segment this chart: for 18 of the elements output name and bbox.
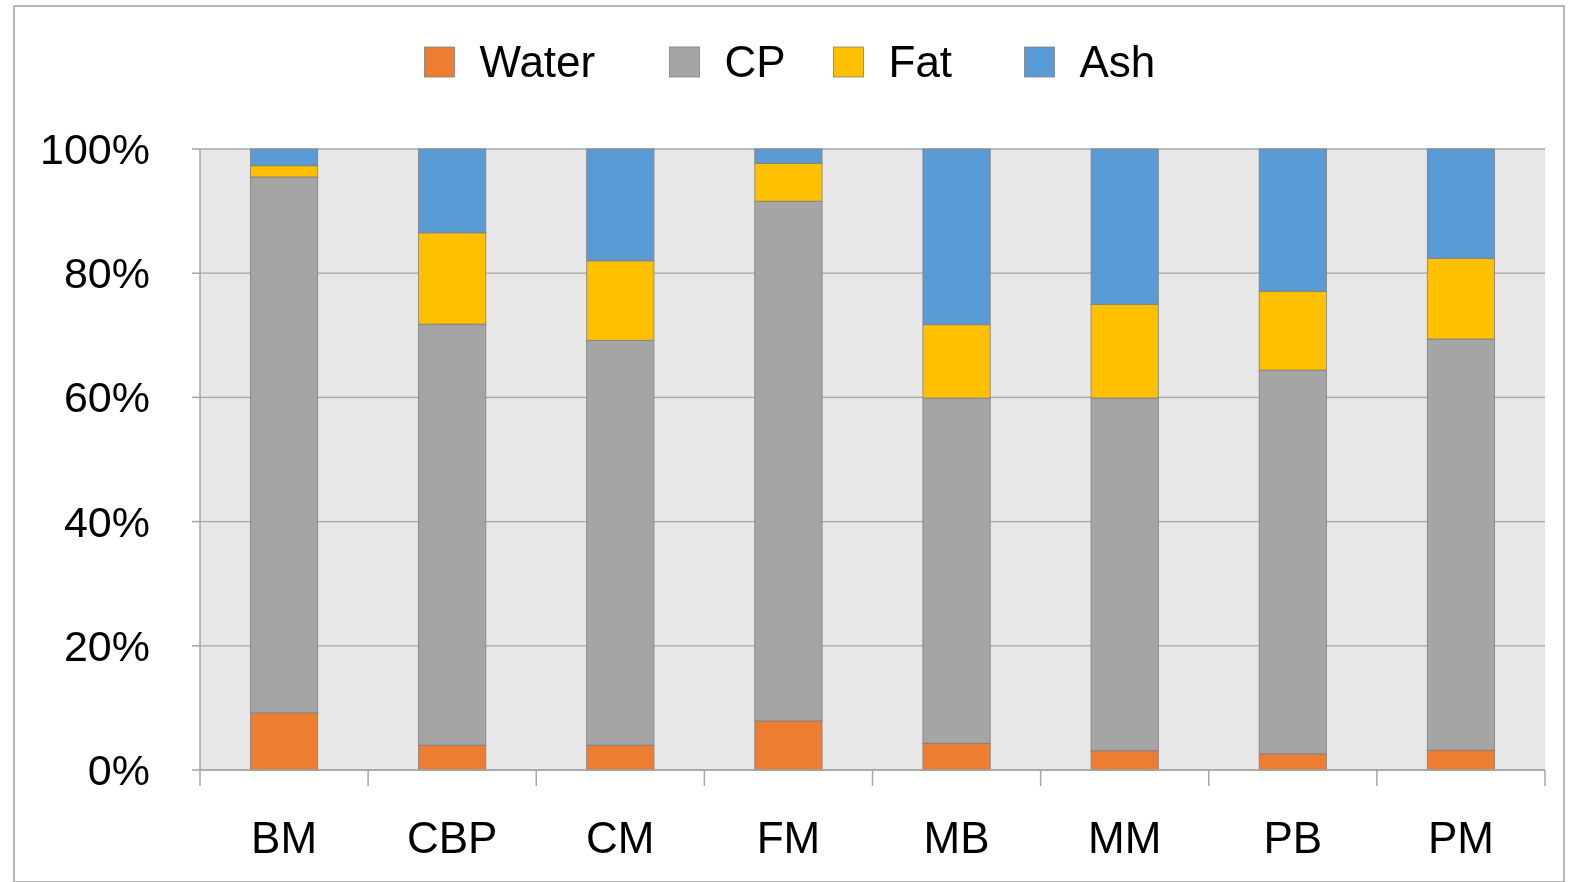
y-tick-label: 80% <box>63 249 150 298</box>
x-tick-label: MB <box>923 813 990 862</box>
legend-label: Ash <box>1079 37 1156 87</box>
x-tick-label: CM <box>586 813 655 862</box>
x-tick-label: PB <box>1263 813 1323 862</box>
y-tick-label: 20% <box>63 621 150 670</box>
y-tick-label: 40% <box>63 497 150 546</box>
y-tick-label: 0% <box>87 746 150 795</box>
x-tick-label: CBP <box>406 813 498 862</box>
y-tick-label: 100% <box>40 125 150 174</box>
x-tick-label: PM <box>1427 813 1494 862</box>
legend-label: Water <box>479 37 596 87</box>
x-tick-label: BM <box>251 813 318 862</box>
legend-label: CP <box>724 37 786 87</box>
x-tick-label: FM <box>756 813 821 862</box>
y-tick-label: 60% <box>63 373 150 422</box>
x-tick-label: MM <box>1088 813 1162 862</box>
legend-label: Fat <box>888 37 953 87</box>
